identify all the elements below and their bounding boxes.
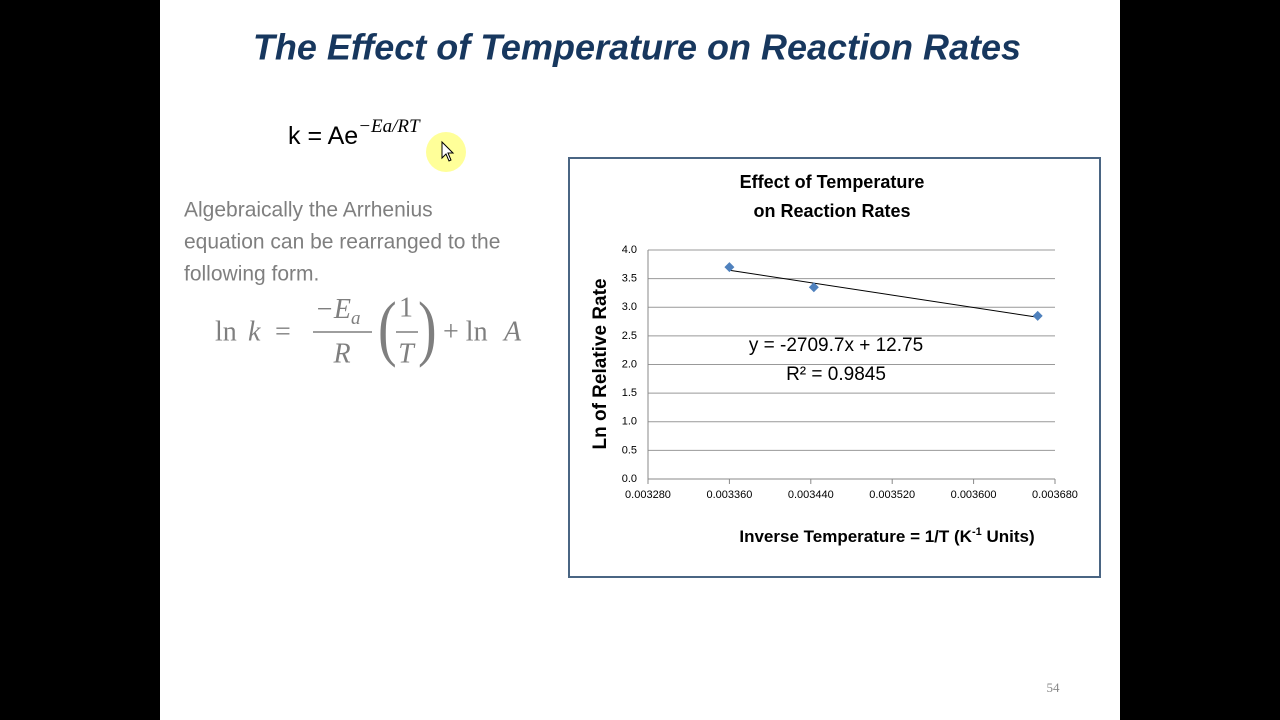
page-number: 54: [1047, 680, 1061, 695]
eq-num: −Ea: [315, 294, 361, 329]
eq-var: k: [248, 316, 261, 347]
point: [1032, 310, 1043, 321]
chart-frame: [568, 157, 1101, 578]
point: [808, 282, 819, 293]
cursor: [441, 140, 455, 162]
paragraph-line: equation can be rearranged to the: [184, 231, 500, 254]
paragraph-line: Algebraically the Arrhenius: [184, 199, 433, 222]
eq-num-main: −E: [315, 294, 351, 325]
slide-title: The Effect of Temperature on Reaction Ra…: [253, 27, 1021, 68]
equation: ln k = −Ea R ( 1 T ) + ln A: [215, 288, 522, 369]
chart-title: on Reaction Rates: [753, 201, 910, 221]
eq-inner-num: 1: [399, 292, 413, 323]
x-tick-label: 0.003680: [1032, 489, 1078, 501]
formula-base: k = Ae: [288, 122, 358, 150]
x-tick-label: 0.003360: [706, 489, 752, 501]
x-label-sup: -1: [972, 526, 982, 538]
x-label-part: Inverse Temperature = 1/T (K: [739, 527, 972, 546]
y-tick-label: 1.0: [622, 416, 637, 428]
eq-fn: ln: [215, 316, 237, 347]
point: [724, 262, 735, 273]
chart-title: Effect of Temperature: [740, 172, 925, 192]
y-tick-label: 3.0: [622, 301, 637, 313]
x-tick-label: 0.003280: [625, 489, 671, 501]
trendline: [729, 269, 1038, 318]
paren: (: [378, 288, 397, 369]
trendline-r2: R² = 0.9845: [786, 364, 886, 385]
y-axis-label: Ln of Relative Rate: [590, 278, 611, 449]
y-tick-label: 4.0: [622, 244, 637, 256]
formula: k = Ae−Ea/RT: [288, 116, 421, 149]
formula-exponent: −Ea/RT: [358, 116, 421, 137]
y-tick-label: 3.5: [622, 273, 637, 285]
y-tick-label: 2.5: [622, 330, 637, 342]
trendline-equation: y = -2709.7x + 12.75: [749, 335, 923, 356]
x-tick-label: 0.003520: [869, 489, 915, 501]
eq-den: R: [332, 338, 350, 369]
eq-sign: =: [275, 316, 291, 347]
paren: ): [418, 288, 437, 369]
x-tick-label: 0.003600: [951, 489, 997, 501]
y-tick-label: 2.0: [622, 358, 637, 370]
paragraph-line: following form.: [184, 263, 319, 286]
x-axis-label: Inverse Temperature = 1/T (K-1 Units): [739, 526, 1034, 547]
y-tick-label: 1.5: [622, 387, 637, 399]
x-tick-label: 0.003440: [788, 489, 834, 501]
y-tick-label: 0.0: [622, 473, 637, 485]
eq-rhs: + ln: [443, 316, 488, 347]
eq-rhs-var: A: [502, 316, 522, 347]
x-label-part: Units): [982, 527, 1035, 546]
eq-inner-den: T: [398, 338, 416, 369]
y-tick-label: 0.5: [622, 444, 637, 456]
eq-num-sub: a: [351, 308, 361, 329]
